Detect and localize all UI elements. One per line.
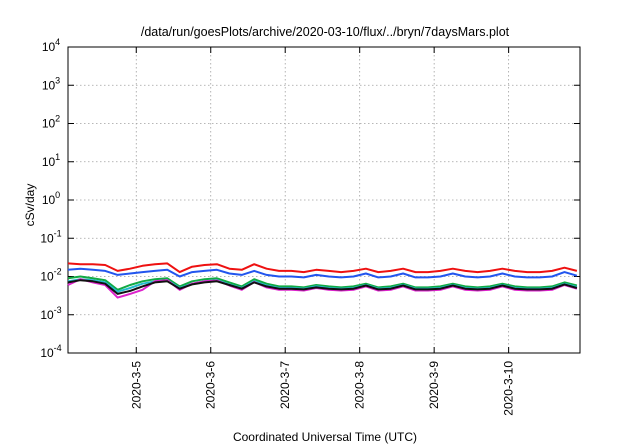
- series-line: [67, 267, 578, 279]
- series-line: [67, 279, 578, 295]
- x-tick-label: 2020-3-7: [278, 361, 292, 409]
- y-tick-label: 10-1: [40, 228, 61, 245]
- y-tick-label: 100: [42, 190, 60, 207]
- y-tick-label: 103: [42, 75, 60, 92]
- x-tick-label: 2020-3-5: [129, 361, 143, 409]
- y-axis: 10-4 10-3 10-2 10-1 100 101 102 103 104: [40, 37, 580, 360]
- y-tick-label: 102: [42, 114, 60, 131]
- chart-title: /data/run/goesPlots/archive/2020-03-10/f…: [141, 25, 510, 39]
- x-tick-label: 2020-3-8: [353, 361, 367, 409]
- x-axis: 2020-3-5 2020-3-6 2020-3-7 2020-3-8 2020-3-9…: [129, 47, 516, 416]
- x-axis-label: Coordinated Universal Time (UTC): [233, 430, 417, 444]
- x-tick-label: 2020-3-9: [427, 361, 441, 409]
- series-line: [67, 275, 578, 291]
- series-line: [67, 262, 578, 274]
- x-tick-label: 2020-3-10: [502, 361, 516, 416]
- y-tick-label: 10-4: [40, 343, 61, 360]
- grid: [68, 47, 580, 353]
- y-tick-label: 10-2: [40, 267, 61, 284]
- y-tick-label: 10-3: [40, 305, 61, 322]
- series-lines: [67, 262, 578, 299]
- y-axis-label: cSv/day: [23, 184, 37, 227]
- y-tick-label: 101: [42, 152, 60, 169]
- x-tick-label: 2020-3-6: [204, 361, 218, 409]
- y-tick-label: 104: [42, 37, 60, 54]
